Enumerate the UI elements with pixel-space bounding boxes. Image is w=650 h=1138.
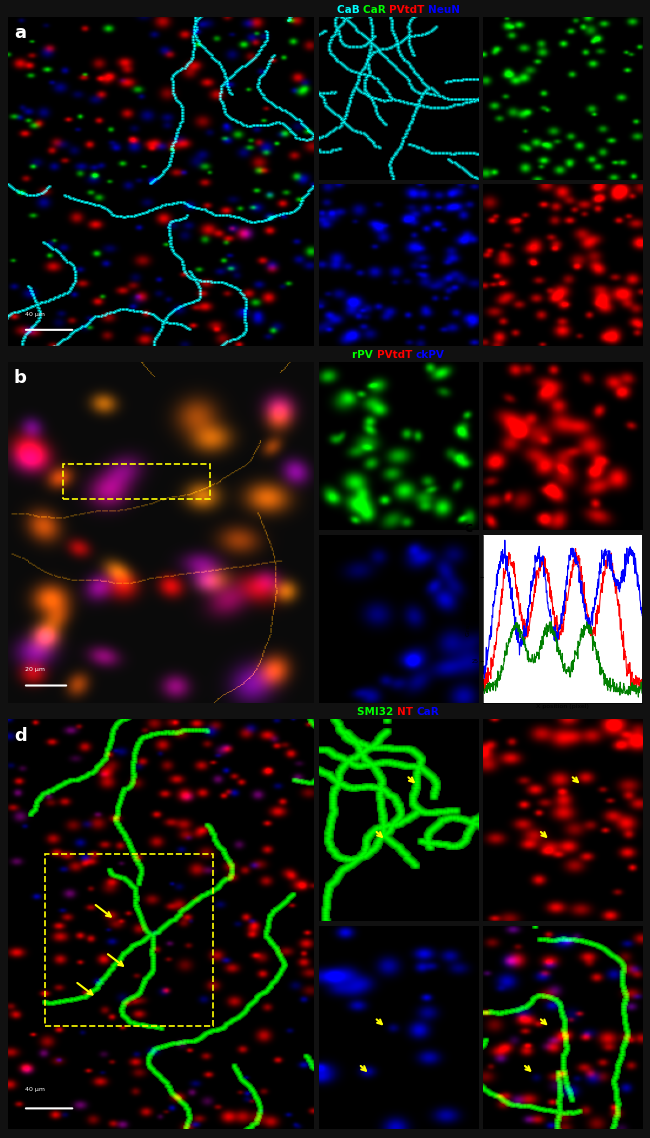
Bar [44, 855, 213, 1026]
X-axis label: X position (pixel): X position (pixel) [536, 704, 589, 709]
Text: PVtdT: PVtdT [389, 5, 428, 15]
Y-axis label: Gray value: Gray value [465, 601, 471, 636]
Text: PVtdT: PVtdT [376, 351, 415, 361]
Bar [63, 464, 210, 498]
Text: b: b [14, 370, 27, 387]
Text: 40 μm: 40 μm [25, 1087, 45, 1092]
Text: a: a [14, 24, 26, 42]
Text: CaR: CaR [363, 5, 389, 15]
Text: d: d [14, 727, 27, 745]
Text: SMI32: SMI32 [358, 707, 397, 717]
Text: c: c [464, 521, 473, 535]
Text: rPV: rPV [352, 351, 376, 361]
Text: NT: NT [397, 707, 417, 717]
Text: CaB: CaB [337, 5, 363, 15]
Text: CaR: CaR [417, 707, 439, 717]
Text: 40 μm: 40 μm [25, 312, 45, 316]
Text: ckPV: ckPV [415, 351, 445, 361]
Text: 20 μm: 20 μm [25, 667, 45, 671]
Text: NeuN: NeuN [428, 5, 460, 15]
